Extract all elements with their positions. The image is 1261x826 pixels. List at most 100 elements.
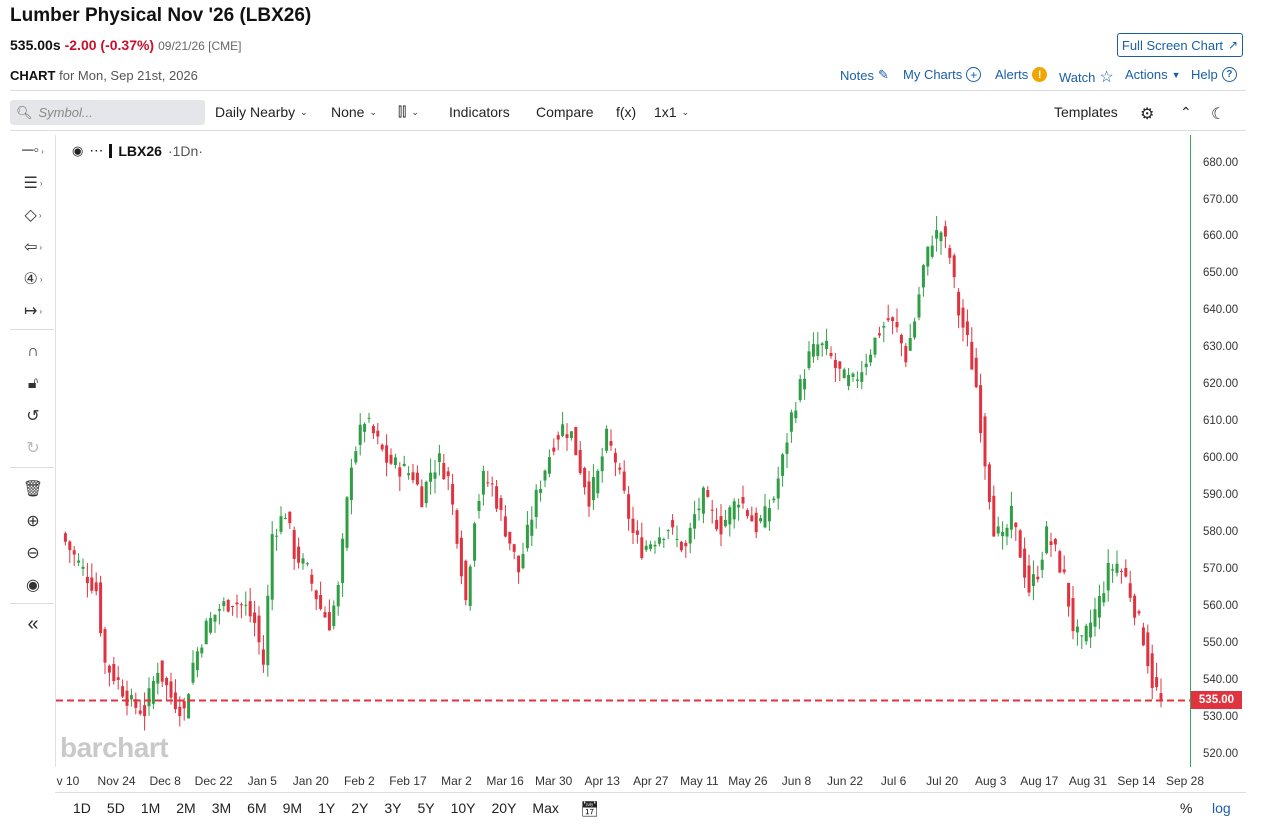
my-charts-link[interactable]: My Charts + — [903, 67, 982, 82]
candle — [385, 434, 389, 477]
collapse-left-icon[interactable]: « — [27, 612, 39, 635]
candle — [935, 215, 939, 252]
none-dropdown[interactable]: None ⌄ — [331, 104, 377, 120]
templates-button[interactable]: Templates — [1054, 104, 1118, 120]
alerts-link[interactable]: Alerts! — [995, 67, 1048, 82]
alert-icon: ! — [1032, 67, 1048, 82]
more-dots-icon[interactable]: ⋯ — [89, 142, 104, 158]
unlock-icon[interactable]: 🔓︎ — [27, 375, 39, 392]
candle — [561, 411, 565, 438]
redo-icon[interactable]: ↻ — [26, 440, 40, 457]
log-toggle[interactable]: log — [1212, 800, 1231, 816]
period-1y[interactable]: 1Y — [318, 800, 336, 816]
measure-tool-icon[interactable]: ↦ › — [23, 303, 43, 320]
zoom-in-icon[interactable]: ⊕ — [26, 513, 40, 530]
candle — [143, 692, 147, 731]
period-2y[interactable]: 2Y — [351, 800, 369, 816]
eye-icon[interactable]: ◉ — [72, 142, 84, 158]
candle — [1049, 532, 1053, 558]
chart-plot-area[interactable] — [55, 135, 1191, 767]
trash-icon[interactable]: 🗑︎ — [22, 481, 44, 498]
candle-body — [1111, 569, 1115, 571]
candle — [640, 522, 644, 560]
period-3y[interactable]: 3Y — [384, 800, 402, 816]
fibonacci-tool-icon[interactable]: ☰ › — [23, 175, 43, 192]
candle — [437, 444, 441, 476]
candle — [407, 466, 411, 480]
indicators-button[interactable]: Indicators — [449, 104, 510, 120]
candle — [904, 343, 908, 368]
period-1d[interactable]: 1D — [73, 800, 91, 816]
calendar-icon[interactable]: 📅︎ — [580, 801, 600, 818]
candle-body — [1102, 593, 1106, 603]
visibility-eye-icon[interactable]: ◉ — [26, 577, 40, 594]
page-title: Lumber Physical Nov '26 (LBX26) — [10, 5, 312, 26]
layout-dropdown[interactable]: 1x1 ⌄ — [654, 104, 689, 120]
compare-button[interactable]: Compare — [536, 104, 594, 120]
percent-toggle[interactable]: % — [1180, 800, 1193, 816]
candle — [869, 349, 873, 367]
candle-body — [125, 690, 129, 706]
watch-link[interactable]: Watch ☆ — [1059, 67, 1114, 87]
collapse-up-icon[interactable]: ⌃ — [1180, 104, 1192, 120]
y-tick-label: 560.00 — [1203, 600, 1239, 613]
period-6m[interactable]: 6M — [247, 800, 267, 816]
arrow-tool-icon[interactable]: ⇦ › — [23, 239, 43, 256]
period-max[interactable]: Max — [532, 800, 559, 816]
function-button[interactable]: f(x) — [616, 104, 636, 120]
chart-legend[interactable]: ◉ ⋯ LBX26 ·1Dn· — [72, 142, 203, 159]
undo-icon[interactable]: ↺ — [26, 408, 40, 425]
legend-symbol: LBX26 — [118, 142, 162, 159]
candle — [1023, 537, 1027, 588]
candle-body — [336, 584, 340, 607]
candle-body — [1071, 598, 1075, 632]
candle — [763, 494, 767, 529]
period-1m[interactable]: 1M — [140, 800, 161, 816]
settings-gear-icon[interactable]: ⚙ — [1140, 106, 1155, 123]
candle-body — [323, 612, 327, 618]
symbol-search-input[interactable]: 🔍︎ Symbol... — [10, 100, 205, 125]
line-tool-icon[interactable]: ─◦ › — [22, 142, 44, 159]
candle-body — [253, 612, 257, 623]
candle-body — [816, 344, 820, 356]
wave-count-tool-icon[interactable]: ④ › — [23, 271, 43, 288]
candle-body — [803, 378, 807, 390]
candle-body — [451, 483, 455, 505]
candle — [512, 543, 516, 560]
chart-type-dropdown[interactable]: ⫿⫿ ⌄ — [398, 104, 419, 120]
help-link[interactable]: Help? — [1191, 67, 1237, 82]
candle-body — [169, 681, 173, 698]
period-5d[interactable]: 5D — [106, 800, 125, 816]
candle-body — [411, 472, 415, 481]
zoom-out-icon[interactable]: ⊖ — [26, 545, 40, 562]
candle-body — [587, 481, 591, 507]
candle — [855, 371, 859, 389]
x-tick-label: Mar 30 — [534, 774, 573, 788]
candle-body — [759, 518, 763, 522]
candle-body — [235, 602, 239, 605]
candle-body — [627, 494, 631, 519]
period-10y[interactable]: 10Y — [450, 800, 476, 816]
candle — [367, 412, 371, 423]
notes-link[interactable]: Notes ✎ — [840, 67, 889, 83]
period-20y[interactable]: 20Y — [491, 800, 517, 816]
period-9m[interactable]: 9M — [282, 800, 303, 816]
full-screen-chart-button[interactable]: Full Screen Chart ↗ — [1117, 33, 1243, 57]
candle — [970, 327, 974, 370]
help-icon: ? — [1221, 67, 1237, 82]
period-3m[interactable]: 3M — [211, 800, 232, 816]
chevron-down-icon: ⌄ — [411, 106, 419, 117]
actions-menu[interactable]: Actions ▼ — [1125, 67, 1181, 82]
candle — [767, 499, 771, 531]
magnet-icon[interactable]: ∩ — [27, 343, 39, 360]
candle-body — [935, 230, 939, 239]
period-2m[interactable]: 2M — [176, 800, 196, 816]
candle-body — [767, 508, 771, 522]
dark-mode-moon-icon[interactable]: ☾ — [1211, 106, 1226, 123]
period-5y[interactable]: 5Y — [417, 800, 435, 816]
y-tick-label: 660.00 — [1203, 230, 1239, 243]
daily-nearby-dropdown[interactable]: Daily Nearby ⌄ — [215, 104, 308, 120]
candle — [864, 353, 868, 376]
candle — [1128, 570, 1132, 602]
shape-tool-icon[interactable]: ◇ › — [24, 207, 42, 224]
